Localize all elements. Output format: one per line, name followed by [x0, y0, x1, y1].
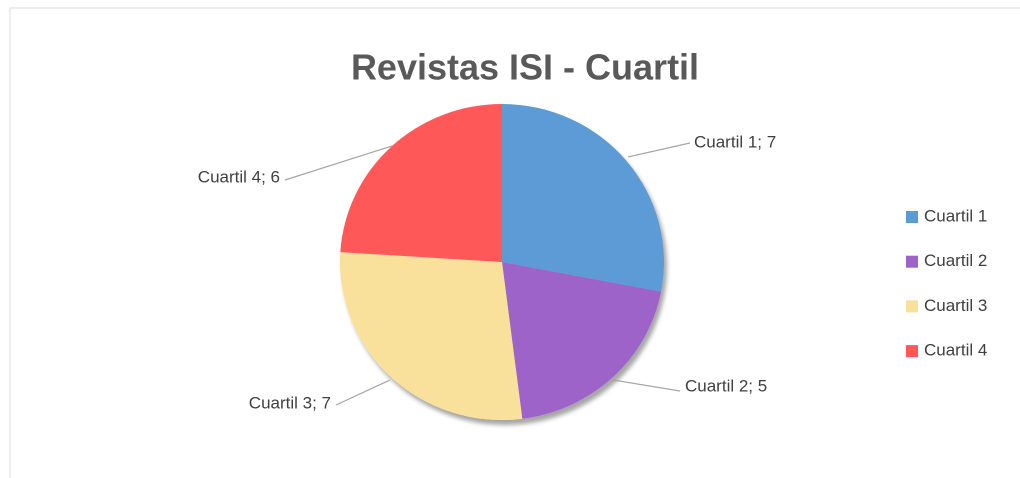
data-label: Cuartil 1; 7 — [694, 132, 776, 151]
data-label: Cuartil 4; 6 — [198, 167, 280, 186]
legend-swatch — [906, 300, 918, 313]
legend-swatch — [906, 211, 918, 223]
legend-label: Cuartil 2 — [924, 251, 987, 270]
legend-label: Cuartil 3 — [924, 296, 987, 315]
chart-border — [9, 7, 1020, 478]
pie-slice — [340, 252, 523, 420]
pie-slice — [502, 104, 665, 292]
legend-label: Cuartil 4 — [924, 341, 987, 360]
leader-line — [284, 145, 393, 181]
leader-line — [612, 379, 681, 392]
pie-slice — [502, 262, 662, 419]
data-label: Cuartil 3; 7 — [249, 393, 331, 412]
pie — [340, 104, 665, 420]
pie-slice — [340, 104, 502, 262]
data-label: Cuartil 2; 5 — [685, 376, 767, 395]
leader-line — [627, 142, 691, 158]
legend-swatch — [906, 255, 918, 268]
legend-label: Cuartil 1 — [924, 206, 987, 225]
leader-line — [335, 379, 391, 406]
legend-swatch — [906, 345, 918, 358]
chart-title: Revistas ISI - Cuartil — [351, 47, 699, 88]
